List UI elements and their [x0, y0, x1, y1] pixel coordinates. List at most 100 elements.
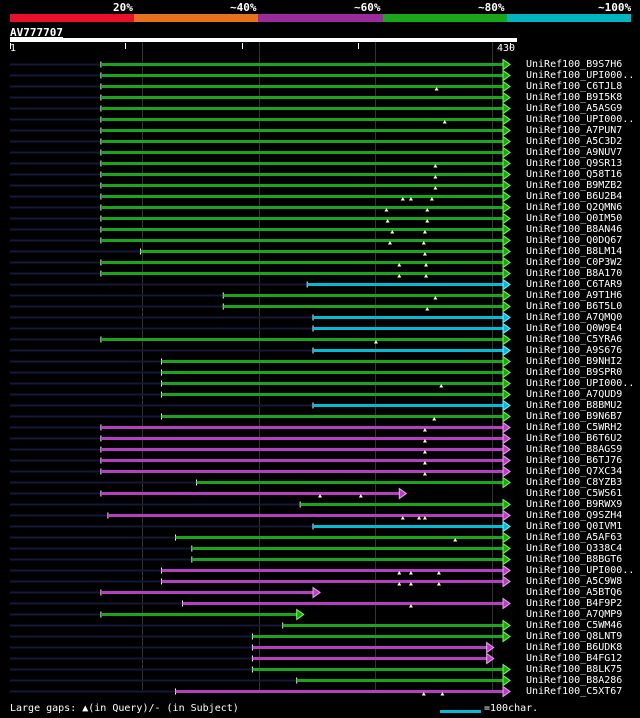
query-gap-marker-icon [436, 582, 441, 586]
query-gap-marker-icon [385, 219, 390, 223]
query-gap-marker-icon [422, 472, 427, 476]
hit-label[interactable]: UniRef100_Q9SZH4 [526, 509, 623, 521]
legend-label: ~60% [354, 1, 381, 14]
hit-label[interactable]: UniRef100_C8YZB3 [526, 476, 623, 488]
hit-label[interactable]: UniRef100_Q58T16 [526, 168, 623, 180]
hit-label[interactable]: UniRef100_B8LK75 [526, 663, 623, 675]
hit-label[interactable]: UniRef100_A9NUV7 [526, 146, 623, 158]
hit-arrowhead-icon [296, 608, 305, 621]
hit-label[interactable]: UniRef100_C5WS61 [526, 487, 623, 499]
hit-label[interactable]: UniRef100_C5WM46 [526, 619, 623, 631]
hit-label[interactable]: UniRef100_B6TJ76 [526, 454, 623, 466]
query-title[interactable]: AV777707 [10, 26, 63, 39]
hit-label[interactable]: UniRef100_A7QMQ0 [526, 311, 623, 323]
hit-arrowhead-icon [502, 168, 511, 181]
hit-label[interactable]: UniRef100_B6T5L0 [526, 300, 623, 312]
footer-gaps-legend: Large gaps: ▲(in Query)/- (in Subject) [10, 703, 239, 714]
hit-label[interactable]: UniRef100_B8A170 [526, 267, 623, 279]
hit-label[interactable]: UniRef100_B4FG12 [526, 652, 623, 664]
hit-label[interactable]: UniRef100_A7QUD9 [526, 388, 623, 400]
hit-label[interactable]: UniRef100_Q0IM50 [526, 212, 623, 224]
hit-label[interactable]: UniRef100_Q2QMN6 [526, 201, 623, 213]
hit-label[interactable]: UniRef100_A5ASG9 [526, 102, 623, 114]
hit-arrowhead-icon [502, 91, 511, 104]
hit-label[interactable]: UniRef100_Q0DQ67 [526, 234, 623, 246]
hit-label[interactable]: UniRef100_B9MZB2 [526, 179, 623, 191]
hit-arrowhead-icon [502, 146, 511, 159]
hit-label[interactable]: UniRef100_A5C9W8 [526, 575, 623, 587]
hit-arrowhead-icon [398, 487, 408, 500]
grid-line [142, 42, 143, 690]
hit-arrowhead-icon [502, 102, 511, 115]
hit-label[interactable]: UniRef100_A7QMP9 [526, 608, 623, 620]
query-gap-marker-icon [408, 604, 413, 608]
hit-label[interactable]: UniRef100_Q0W9E4 [526, 322, 623, 334]
hit-arrowhead-icon [502, 399, 511, 412]
hit-arrowhead-icon [502, 564, 511, 577]
hit-label[interactable]: UniRef100_A9T1H6 [526, 289, 623, 301]
hit-label[interactable]: UniRef100_B9I5K8 [526, 91, 623, 103]
hit-label[interactable]: UniRef100_A7PUN7 [526, 124, 623, 136]
legend-label: ~100% [598, 1, 632, 14]
query-gap-marker-icon [434, 87, 439, 91]
legend-segment [134, 14, 259, 22]
query-gap-marker-icon [440, 692, 445, 696]
hit-label[interactable]: UniRef100_Q338C4 [526, 542, 623, 554]
hit-label[interactable]: UniRef100_C0P3W2 [526, 256, 623, 268]
hit-arrowhead-icon [502, 421, 511, 434]
query-gap-marker-icon [421, 692, 426, 696]
hit-label[interactable]: UniRef100_B9RWX9 [526, 498, 623, 510]
hit-label[interactable]: UniRef100_C6TJL8 [526, 80, 623, 92]
hit-arrowhead-icon [486, 652, 495, 665]
hit-label[interactable]: UniRef100_B9N6B7 [526, 410, 623, 422]
hit-label[interactable]: UniRef100_UPI000.. [526, 377, 635, 389]
hit-label[interactable]: UniRef100_C5WRH2 [526, 421, 623, 433]
hit-label[interactable]: UniRef100_B6T6U2 [526, 432, 623, 444]
hit-label[interactable]: UniRef100_B8AGS9 [526, 443, 623, 455]
hit-label[interactable]: UniRef100_B8AN46 [526, 223, 623, 235]
hit-label[interactable]: UniRef100_B9S7H6 [526, 58, 623, 70]
query-gap-marker-icon [400, 516, 405, 520]
query-gap-marker-icon [424, 274, 429, 278]
hit-arrowhead-icon [502, 124, 511, 137]
hit-label[interactable]: UniRef100_Q8LNT9 [526, 630, 623, 642]
hit-label[interactable]: UniRef100_B8LM14 [526, 245, 623, 257]
query-gap-marker-icon [422, 461, 427, 465]
hit-label[interactable]: UniRef100_A5BTQ6 [526, 586, 623, 598]
hit-arrowhead-icon [502, 630, 511, 643]
hit-label[interactable]: UniRef100_B8BGT6 [526, 553, 623, 565]
query-gap-marker-icon [425, 208, 430, 212]
hit-label[interactable]: UniRef100_C6TAR9 [526, 278, 623, 290]
hit-arrowhead-icon [502, 520, 511, 533]
query-gap-marker-icon [433, 296, 438, 300]
hit-label[interactable]: UniRef100_B8BMU2 [526, 399, 623, 411]
hit-label[interactable]: UniRef100_B4F9P2 [526, 597, 623, 609]
hit-label[interactable]: UniRef100_A5C3D2 [526, 135, 623, 147]
query-gap-marker-icon [429, 197, 434, 201]
hit-label[interactable]: UniRef100_Q7XC34 [526, 465, 623, 477]
hit-arrowhead-icon [502, 278, 511, 291]
grid-line [259, 42, 260, 690]
hit-label[interactable]: UniRef100_B9NHI2 [526, 355, 623, 367]
hit-label[interactable]: UniRef100_A9S676 [526, 344, 623, 356]
query-gap-marker-icon [408, 582, 413, 586]
query-gap-marker-icon [373, 340, 378, 344]
hit-label[interactable]: UniRef100_B6U2B4 [526, 190, 623, 202]
hit-label[interactable]: UniRef100_B6UDK8 [526, 641, 623, 653]
hit-arrowhead-icon [502, 674, 511, 687]
hit-label[interactable]: UniRef100_B9SPR0 [526, 366, 623, 378]
hit-label[interactable]: UniRef100_Q0IVM1 [526, 520, 623, 532]
hit-label[interactable]: UniRef100_UPI000.. [526, 69, 635, 81]
hit-label[interactable]: UniRef100_A5AF63 [526, 531, 623, 543]
hit-label[interactable]: UniRef100_UPI000.. [526, 564, 635, 576]
hit-label[interactable]: UniRef100_B8A286 [526, 674, 623, 686]
hit-label[interactable]: UniRef100_Q9SR13 [526, 157, 623, 169]
hit-arrowhead-icon [502, 366, 511, 379]
query-gap-marker-icon [421, 241, 426, 245]
query-gap-marker-icon [390, 230, 395, 234]
hit-label[interactable]: UniRef100_UPI000.. [526, 113, 635, 125]
hit-label[interactable]: UniRef100_C5YRA6 [526, 333, 623, 345]
hit-label[interactable]: UniRef100_C5XT67 [526, 685, 623, 697]
hit-arrowhead-icon [502, 80, 511, 93]
legend-segment [10, 14, 135, 22]
